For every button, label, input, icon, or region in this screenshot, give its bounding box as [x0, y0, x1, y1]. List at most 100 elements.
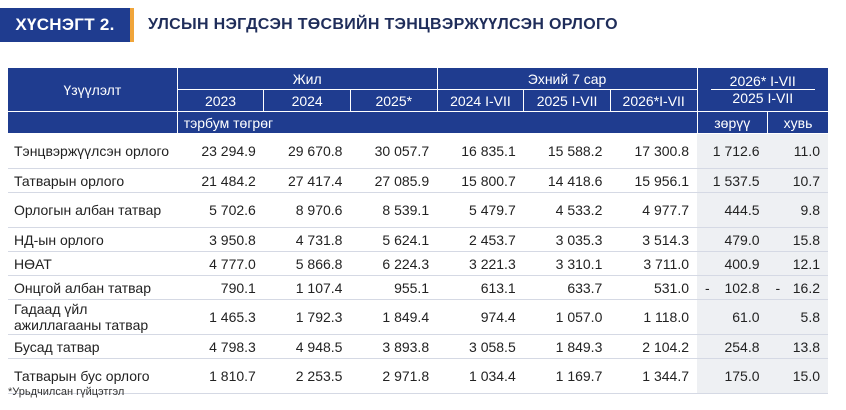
row-label: Татварын орлого — [8, 168, 178, 193]
row-label: НД-ын орлого — [8, 227, 178, 252]
cell: 531.0 — [610, 275, 698, 300]
table-row: Онцгой албан татвар 790.1 1 107.4 955.1 … — [8, 275, 828, 300]
table-number-badge: ХҮСНЭГТ 2. — [0, 8, 134, 42]
footnote: *Урьдчилсан гүйцэтгэл — [8, 386, 125, 398]
cell: 1 034.4 — [437, 358, 524, 394]
cell-diff: 400.9 — [697, 251, 768, 276]
cell: 1 169.7 — [523, 358, 611, 394]
table-row: НД-ын орлого 3 950.8 4 731.8 5 624.1 2 4… — [8, 227, 828, 252]
cell: 27 085.9 — [350, 168, 438, 193]
table-title: УЛСЫН НЭГДСЭН ТӨСВИЙН ТЭНЦВЭРЖҮҮЛСЭН ОРЛ… — [148, 16, 618, 33]
cell: 8 539.1 — [350, 192, 438, 228]
cell: 5 866.8 — [263, 251, 351, 276]
cell: 3 711.0 — [610, 251, 698, 276]
cell-diff: 479.0 — [697, 227, 768, 252]
cell-share: 15.8 — [767, 227, 828, 252]
cell-share: 13.8 — [767, 334, 828, 359]
year-header: 2023 — [176, 89, 264, 112]
cell: 3 310.1 — [523, 251, 611, 276]
negative-sign: - — [775, 279, 781, 296]
cell: 4 798.3 — [177, 334, 264, 359]
cell: 14 418.6 — [523, 168, 611, 193]
cell: 2 104.2 — [610, 334, 698, 359]
row-label: Татварын бус орлого — [8, 358, 178, 394]
cell: 613.1 — [437, 275, 524, 300]
row-label: Тэнцвэржүүлсэн орлого — [8, 133, 178, 169]
cell: 15 588.2 — [523, 133, 611, 169]
cell-diff: -102.8 — [697, 275, 768, 300]
cell: 4 948.5 — [263, 334, 351, 359]
cell: 955.1 — [350, 275, 438, 300]
cell: 1 344.7 — [610, 358, 698, 394]
period-header: 2024 I-VII — [436, 89, 524, 112]
table-row: Орлогын албан татвар 5 702.6 8 970.6 8 5… — [8, 192, 828, 228]
cell: 1 107.4 — [263, 275, 351, 300]
cell-diff: 1 537.5 — [697, 168, 768, 193]
cell: 1 849.4 — [350, 299, 438, 335]
comparison-header-line2: 2025 I-VII — [732, 90, 794, 106]
diff-header: зөрүү — [696, 111, 768, 134]
row-label: Бусад татвар — [8, 334, 178, 359]
cell: 29 670.8 — [263, 133, 351, 169]
cell: 1 118.0 — [610, 299, 698, 335]
title-bar: ХҮСНЭГТ 2. УЛСЫН НЭГДСЭН ТӨСВИЙН ТЭНЦВЭР… — [0, 8, 846, 42]
table-row: Гадаад үйл ажиллагааны татвар 1 465.3 1 … — [8, 299, 828, 335]
cell: 1 057.0 — [523, 299, 611, 335]
cell-share: 15.0 — [767, 358, 828, 394]
cell: 790.1 — [177, 275, 264, 300]
row-label: Онцгой албан татвар — [8, 275, 178, 300]
share-header: хувь — [767, 111, 828, 134]
cell: 4 731.8 — [263, 227, 351, 252]
cell: 17 300.8 — [610, 133, 698, 169]
table-row: Татварын бус орлого 1 810.7 2 253.5 2 97… — [8, 358, 828, 394]
cell-diff-value: 102.8 — [724, 279, 760, 296]
cell: 15 956.1 — [610, 168, 698, 193]
indicator-header: Үзүүлэлт — [8, 68, 178, 112]
cell: 3 221.3 — [437, 251, 524, 276]
cell: 3 058.5 — [437, 334, 524, 359]
table-row: Тэнцвэржүүлсэн орлого 23 294.9 29 670.8 … — [8, 133, 828, 169]
cell: 4 977.7 — [610, 192, 698, 228]
row-label: Гадаад үйл ажиллагааны татвар — [8, 299, 178, 335]
row-label: Орлогын албан татвар — [8, 192, 178, 228]
cell: 2 971.8 — [350, 358, 438, 394]
cell: 5 702.6 — [177, 192, 264, 228]
cell-share-value: 16.2 — [792, 279, 820, 296]
cell: 4 777.0 — [177, 251, 264, 276]
comparison-group-header: 2026* I-VII 2025 I-VII — [696, 68, 828, 112]
cell: 6 224.3 — [350, 251, 438, 276]
cell: 3 950.8 — [177, 227, 264, 252]
cell-share: 10.7 — [767, 168, 828, 193]
unit-header: тэрбум төгрөг — [176, 111, 698, 134]
cell-diff: 444.5 — [697, 192, 768, 228]
cell: 974.4 — [437, 299, 524, 335]
negative-sign: - — [705, 279, 710, 296]
table-row: Бусад татвар 4 798.3 4 948.5 3 893.8 3 0… — [8, 334, 828, 359]
table-row: Татварын орлого 21 484.2 27 417.4 27 085… — [8, 168, 828, 193]
cell: 1 792.3 — [263, 299, 351, 335]
period-header: 2026*I-VII — [609, 89, 698, 112]
table-row: НӨАТ 4 777.0 5 866.8 6 224.3 3 221.3 3 3… — [8, 251, 828, 276]
revenue-table: Үзүүлэлт Жил Эхний 7 сар 2026* I-VII 202… — [8, 68, 828, 394]
cell: 3 893.8 — [350, 334, 438, 359]
cell: 27 417.4 — [263, 168, 351, 193]
cell: 3 035.3 — [523, 227, 611, 252]
cell: 16 835.1 — [437, 133, 524, 169]
cell-share: 5.8 — [767, 299, 828, 335]
period-header: 2025 I-VII — [523, 89, 611, 112]
cell: 4 533.2 — [523, 192, 611, 228]
cell-share: -16.2 — [767, 275, 828, 300]
cell: 633.7 — [523, 275, 611, 300]
cell: 3 514.3 — [610, 227, 698, 252]
cell: 1 849.3 — [523, 334, 611, 359]
year-group-header: Жил — [176, 68, 438, 90]
cell-diff: 254.8 — [697, 334, 768, 359]
cell-diff: 1 712.6 — [697, 133, 768, 169]
cell: 15 800.7 — [437, 168, 524, 193]
cell: 1 465.3 — [177, 299, 264, 335]
row-label: НӨАТ — [8, 251, 178, 276]
cell-share: 12.1 — [767, 251, 828, 276]
seven-month-group-header: Эхний 7 сар — [436, 68, 698, 90]
year-header: 2024 — [263, 89, 351, 112]
cell-share: 9.8 — [767, 192, 828, 228]
